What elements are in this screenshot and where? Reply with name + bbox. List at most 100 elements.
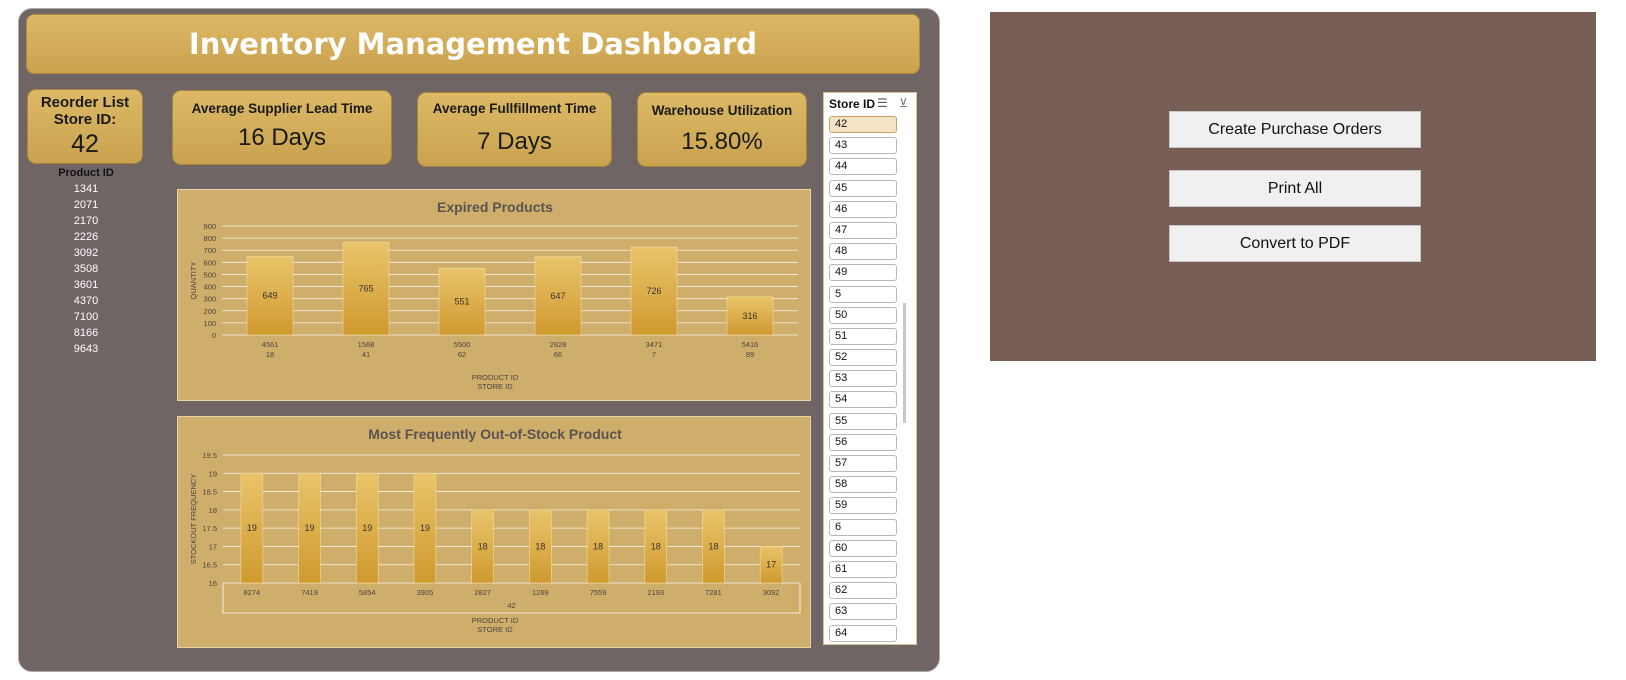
- slicer-item-63[interactable]: 63: [829, 603, 897, 621]
- y-tick-label: 500: [203, 270, 216, 279]
- x-axis-label: PRODUCT ID: [472, 616, 519, 625]
- slicer-item-42[interactable]: 42: [829, 116, 897, 133]
- slicer-item-55[interactable]: 55: [829, 412, 897, 430]
- slicer-item-53[interactable]: 53: [829, 370, 897, 388]
- expired-products-chart: Expired Products 0 100 200 300 400 500 600 700 80…: [177, 189, 811, 401]
- x-store-label: 66: [554, 350, 562, 359]
- y-tick-label: 200: [203, 307, 216, 316]
- bar-data-label: 19: [305, 523, 315, 533]
- slicer-item-48[interactable]: 48: [829, 243, 897, 261]
- bar: [413, 472, 437, 584]
- x-group-label: 42: [507, 601, 515, 610]
- x-tick-label: 5854: [359, 588, 376, 597]
- slicer-item-61[interactable]: 61: [829, 560, 897, 578]
- x-tick-label: 2193: [647, 588, 664, 597]
- bar-data-label: 765: [358, 284, 373, 294]
- bar: [298, 472, 321, 584]
- bar: [246, 256, 294, 336]
- product-id-item: 9643: [73, 343, 99, 355]
- slicer-item-47[interactable]: 47: [829, 221, 897, 239]
- y-tick-label: 700: [203, 246, 216, 255]
- y-tick-label: 19: [209, 469, 217, 478]
- dashboard-title: Inventory Management Dashboard: [26, 14, 920, 74]
- slicer-item-44[interactable]: 44: [829, 158, 897, 176]
- reorder-label: Reorder List Store ID:: [28, 94, 142, 128]
- slicer-item-51[interactable]: 51: [829, 327, 897, 345]
- slicer-header: Store ID: [829, 97, 876, 111]
- slicer-item-45[interactable]: 45: [829, 179, 897, 197]
- slicer-item-60[interactable]: 60: [829, 539, 897, 557]
- y-tick-label: 0: [212, 331, 216, 340]
- slicer-item-56[interactable]: 56: [829, 433, 897, 451]
- y-tick-label: 100: [203, 319, 216, 328]
- slicer-item-43[interactable]: 43: [829, 137, 897, 155]
- product-id-item: 2226: [73, 231, 99, 243]
- kpi-fulfillment-value: 7 Days: [477, 128, 552, 155]
- product-id-item: 3092: [73, 247, 99, 259]
- y-tick-label: 300: [203, 295, 216, 304]
- bar: [726, 296, 774, 336]
- bar: [471, 509, 494, 584]
- slicer-item-46[interactable]: 46: [829, 200, 897, 218]
- slicer-item-58[interactable]: 58: [829, 476, 897, 494]
- bar: [355, 472, 379, 584]
- slicer-item-62[interactable]: 62: [829, 582, 897, 600]
- product-id-item: 2170: [73, 215, 99, 227]
- y-axis-label: QUANTITY: [189, 262, 198, 300]
- slicer-scrollbar[interactable]: [903, 303, 906, 423]
- kpi-lead-time-label: Average Supplier Lead Time: [191, 101, 373, 116]
- bar: [529, 509, 552, 584]
- x-tick-label: 3471: [646, 340, 663, 349]
- bar-data-label: 19: [420, 523, 430, 533]
- bar-data-label: 19: [247, 523, 257, 533]
- x-tick-label: 7559: [590, 588, 607, 597]
- reorder-product-list: Product ID 1341 2071 2170 2226 3092 3508 3601 4…: [36, 167, 136, 357]
- kpi-utilization-value: 15.80%: [681, 128, 763, 155]
- x-tick-label: 7281: [705, 588, 722, 597]
- slicer-item-49[interactable]: 49: [829, 264, 897, 282]
- kpi-utilization-label: Warehouse Utilization: [651, 103, 793, 118]
- reorder-label-line2: Store ID:: [53, 111, 117, 128]
- kpi-lead-time-value: 16 Days: [237, 124, 327, 151]
- bar: [586, 509, 610, 584]
- multi-select-icon[interactable]: ☰: [877, 96, 888, 110]
- slicer-item-59[interactable]: 59: [829, 497, 897, 515]
- print-all-button[interactable]: Print All: [1169, 170, 1421, 207]
- x-store-label: 18: [266, 350, 274, 359]
- slicer-item-54[interactable]: 54: [829, 391, 897, 409]
- y-tick-label: 18: [209, 506, 217, 515]
- create-purchase-orders-button[interactable]: Create Purchase Orders: [1169, 111, 1421, 148]
- kpi-utilization: Warehouse Utilization 15.80%: [637, 92, 807, 167]
- reorder-label-line1: Reorder List: [40, 94, 130, 111]
- x-store-label: 41: [362, 350, 370, 359]
- x-tick-label: 5500: [454, 340, 471, 349]
- slicer-item-6[interactable]: 6: [829, 518, 897, 536]
- x-tick-label: 7419: [301, 588, 318, 597]
- x-tick-label: 2828: [550, 340, 567, 349]
- clear-filter-icon[interactable]: ⊻: [899, 96, 908, 110]
- product-id-item: 1341: [73, 183, 99, 195]
- actions-panel: Create Purchase Orders Print All Convert…: [990, 12, 1596, 361]
- chart-title: Most Frequently Out-of-Stock Product: [368, 426, 622, 442]
- bar-data-label: 18: [651, 541, 661, 551]
- slicer-item-52[interactable]: 52: [829, 349, 897, 367]
- bar-data-label: 726: [646, 286, 661, 296]
- product-id-item: 3601: [73, 279, 99, 291]
- product-id-item: 4370: [73, 295, 99, 307]
- slicer-item-5[interactable]: 5: [829, 285, 897, 303]
- bar: [644, 509, 668, 584]
- chart-title: Expired Products: [437, 199, 553, 215]
- bar: [342, 242, 390, 336]
- slicer-item-50[interactable]: 50: [829, 306, 897, 324]
- convert-to-pdf-button[interactable]: Convert to PDF: [1169, 225, 1421, 262]
- x-tick-label: 8274: [244, 588, 261, 597]
- bar: [438, 267, 486, 336]
- bar-data-label: 17: [766, 560, 776, 570]
- slicer-item-57[interactable]: 57: [829, 455, 897, 472]
- x-axis-label: PRODUCT ID: [472, 373, 519, 382]
- y-tick-label: 900: [203, 222, 216, 231]
- slicer-item-64[interactable]: 64: [829, 624, 897, 642]
- bar: [630, 246, 678, 336]
- y-axis-label: STOCKOUT FREQUENCY: [189, 474, 198, 565]
- y-tick-label: 600: [203, 258, 216, 267]
